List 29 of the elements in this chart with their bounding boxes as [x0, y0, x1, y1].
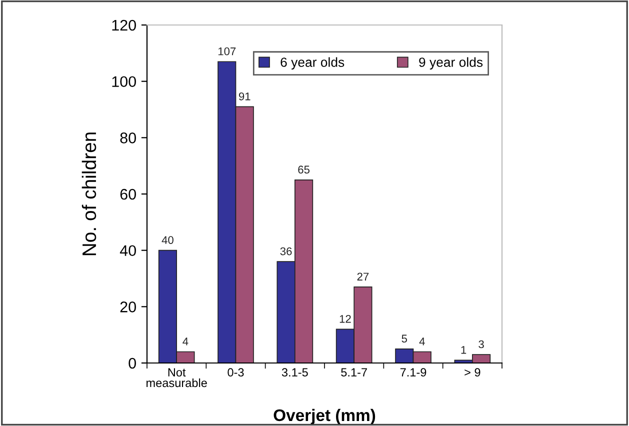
x-tick-label: 3.1-5: [282, 368, 308, 377]
y-tick-label: 0: [128, 358, 136, 369]
data-label: 36: [280, 247, 292, 256]
data-label: 65: [298, 166, 310, 174]
data-label: 1: [461, 346, 466, 354]
data-label: 5: [402, 334, 407, 343]
data-label: 3: [478, 340, 484, 348]
data-label: 12: [340, 314, 351, 323]
x-tick-label: Not measurable: [146, 368, 207, 388]
legend-label: 6 year olds: [280, 57, 344, 70]
y-tick-label: 40: [120, 245, 136, 256]
y-tick-label: 20: [120, 302, 136, 312]
y-axis-title: No. of children: [82, 132, 96, 256]
y-tick-label: 60: [120, 188, 136, 200]
y-tick-label: 80: [120, 132, 136, 144]
x-tick-label: 0-3: [228, 368, 244, 377]
legend-label: 9 year olds: [419, 57, 483, 70]
data-label: 4: [419, 338, 425, 346]
data-label: 27: [357, 272, 369, 280]
x-tick-label: 5.1-7: [341, 368, 367, 377]
x-tick-label: > 9: [464, 368, 480, 377]
data-label: 107: [218, 47, 236, 56]
x-tick-label: 7.1-9: [400, 368, 426, 377]
data-label: 4: [182, 338, 188, 346]
data-label: 40: [162, 236, 174, 244]
x-axis-title: Overjet (mm): [274, 408, 376, 424]
data-label: 91: [238, 92, 250, 100]
y-tick-label: 100: [112, 76, 136, 88]
y-tick-label: 120: [112, 20, 136, 31]
